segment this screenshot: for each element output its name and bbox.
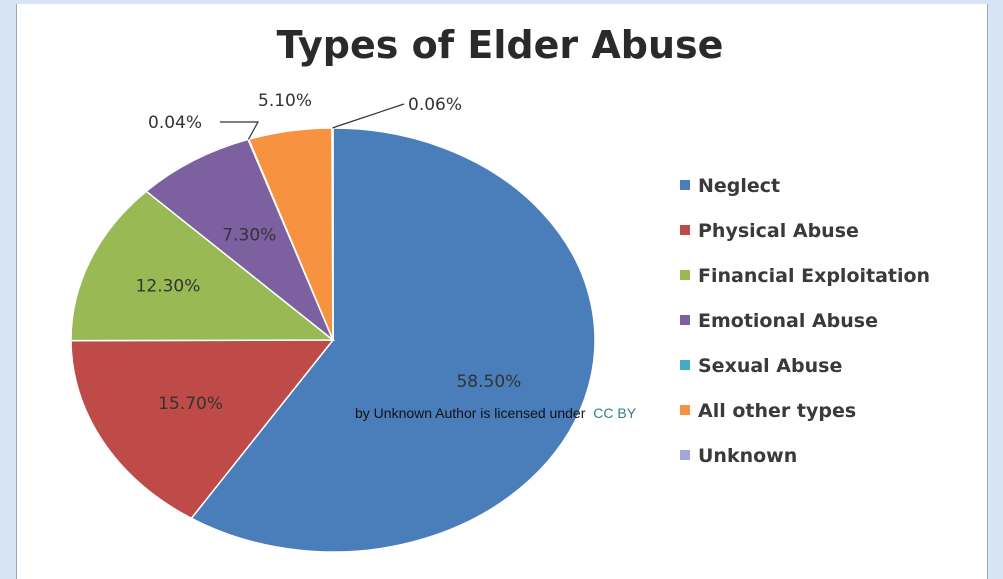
callout-line-sexual-abuse [220, 121, 260, 140]
data-label-emotional-abuse: 7.30% [222, 225, 276, 245]
legend-label-emotional-abuse: Emotional Abuse [698, 310, 878, 332]
callout-line-unknown [332, 103, 405, 129]
data-label-financial-exploitation: 12.30% [136, 277, 201, 297]
legend-label-financial-exploitation: Financial Exploitation [698, 265, 930, 287]
legend-label-physical-abuse: Physical Abuse [698, 220, 859, 242]
legend-swatch-financial-exploitation [680, 270, 690, 280]
data-label-sexual-abuse: 0.04% [148, 113, 202, 133]
slice-emotional-abuse [145, 138, 334, 341]
slice-unknown [331, 127, 334, 341]
legend-swatch-emotional-abuse [680, 315, 690, 325]
slice-financial-exploitation [70, 190, 336, 342]
legend-swatch-unknown [680, 450, 690, 460]
legend-label-sexual-abuse: Sexual Abuse [698, 355, 842, 377]
legend-swatch-physical-abuse [680, 225, 690, 235]
data-label-unknown: 0.06% [408, 95, 462, 115]
pie-callouts [220, 103, 405, 140]
data-label-all-other-types: 5.10% [258, 91, 312, 111]
attribution-text: by Unknown Author is licensed under CC B… [355, 405, 637, 421]
legend-label-neglect: Neglect [698, 175, 780, 197]
legend: Neglect Physical Abuse Financial Exploitat… [680, 175, 930, 467]
legend-label-unknown: Unknown [698, 445, 797, 467]
data-label-neglect: 58.50% [456, 372, 521, 392]
legend-swatch-all-other-types [680, 405, 690, 415]
pie-slices [70, 127, 596, 553]
data-label-physical-abuse: 15.70% [158, 394, 223, 414]
legend-swatch-neglect [680, 180, 690, 190]
slice-neglect [190, 127, 596, 553]
attribution-credit: by Unknown Author is licensed under [355, 405, 586, 421]
pie-labels: 58.50% 15.70% 12.30% 7.30% 0.04% 5.10% 0.06% [136, 91, 522, 414]
license-link[interactable]: CC BY [593, 405, 636, 421]
legend-swatch-sexual-abuse [680, 360, 690, 370]
slice-physical-abuse [70, 339, 335, 520]
chart-title: Types of Elder Abuse [277, 23, 724, 67]
legend-label-all-other-types: All other types [698, 400, 856, 422]
